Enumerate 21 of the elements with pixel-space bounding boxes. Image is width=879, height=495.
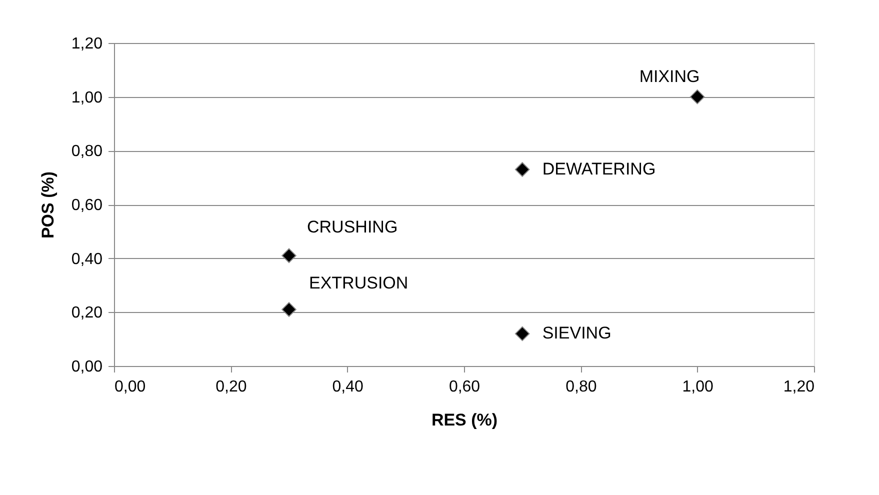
y-tick-label: 1,20 <box>71 36 103 52</box>
x-axis-title: RES (%) <box>431 410 498 430</box>
annotation: MIXING <box>639 66 700 86</box>
x-tick-label: 1,20 <box>783 378 815 396</box>
x-tick-label: 0,00 <box>114 378 146 396</box>
x-tick-label: 0,40 <box>332 378 364 396</box>
y-tick-label: 0,00 <box>71 358 103 376</box>
annotation: EXTRUSION <box>309 273 408 292</box>
y-tick-label: 0,40 <box>71 250 103 268</box>
annotation: DEWATERING <box>542 160 656 179</box>
x-tick-label: 0,60 <box>448 378 480 396</box>
y-tick-label: 0,60 <box>71 197 103 214</box>
annotation: SIEVING <box>542 324 612 343</box>
x-tick-label: 0,80 <box>566 378 597 396</box>
x-tick-label: 0,20 <box>216 378 247 396</box>
x-tick-label: 1,00 <box>682 378 714 396</box>
y-tick-label: 1,00 <box>71 89 103 106</box>
y-tick-label: 0,20 <box>71 304 103 322</box>
y-tick-label: 0,80 <box>71 143 103 160</box>
annotation: CRUSHING <box>307 218 398 237</box>
y-axis-title: POS (%) <box>38 171 58 239</box>
